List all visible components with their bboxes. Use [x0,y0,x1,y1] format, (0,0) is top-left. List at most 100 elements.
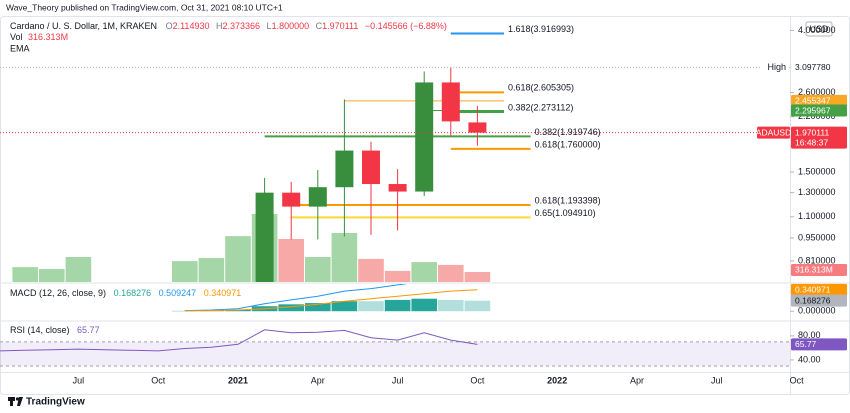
high-tag-text: 3.097780 [795,62,831,72]
level-label: 0.382(1.919746) [535,127,601,137]
macd-hist-bar [331,301,358,312]
signal-tag-text: 0.340971 [795,285,831,295]
logo-part [10,397,13,406]
volume-tag-box [791,263,847,276]
macd-title: MACD (12, 26, close, 9) [10,288,106,298]
ohlc-label: C [316,21,323,31]
x-tick-label: Oct [790,375,805,385]
macd-legend: MACD (12, 26, close, 9) 0.168276 0.50924… [10,288,241,298]
level-label: 1.618(3.916993) [508,24,574,34]
high-tag-box [791,61,847,74]
change: −0.145566 (−6.88%) [365,21,447,31]
y-tick-label: 0.950000 [798,232,836,242]
volume-bar [358,258,384,282]
macd-hist-bar [225,309,251,312]
rsi-band [0,341,790,366]
hist-tag-text: 0.168276 [795,295,831,305]
y-tick-label: 0.000000 [798,306,836,316]
level-label: 0.618(1.760000) [535,139,601,149]
x-tick-label: Jul [392,375,404,385]
ohlc-value: 2.373366 [222,21,260,31]
volume-bar [225,236,251,282]
last-price-box [791,126,847,149]
volume-bar [65,257,92,282]
high-label-box [761,61,789,74]
y-tick-label: 4.000000 [798,25,836,35]
rsi-line [0,329,478,352]
currency-box[interactable] [805,21,833,37]
countdown: 16:48:37 [795,137,828,147]
candle-body [335,150,354,188]
x-tick-label: 2021 [228,375,248,385]
rsi-legend: RSI (14, close) 65.77 [10,325,100,335]
rsi-title: RSI (14, close) [10,325,70,335]
symbol-tag: ADAUSD [756,127,791,137]
x-tick-label: Jul [73,375,85,385]
logo-part [15,397,20,401]
rsi-pane [0,329,790,367]
symbol-legend: Cardano / U. S. Dollar, 1M, KRAKEN O2.11… [10,21,447,31]
macd-hist-bar [358,301,384,312]
last-price: 1.970111 [795,127,829,137]
candle-body [282,192,301,207]
publisher: Wave_Theory published on TradingView.com… [6,2,283,12]
volume-bar [198,257,225,282]
rsi-tag-text: 65.77 [795,339,817,349]
macd-pane [172,284,491,312]
tradingview-logo [8,397,23,406]
x-tick-label: Apr [630,375,644,385]
macd-hist-bar [384,299,411,312]
volume-tag-text: 316.313M [795,265,833,275]
candle-body [468,122,487,133]
overlay: 1.618(3.916993) 0.618(2.605305) 0.382(2.27… [508,24,601,218]
y-tick-label: 40.00 [798,354,821,364]
ohlc-value: 1.970111 [322,21,358,31]
rsi-value: 65.77 [77,325,100,335]
y-tick-label: 0.810000 [798,255,836,265]
y-tick-label: 2.600000 [798,87,836,97]
volume-bar [278,238,304,282]
volume-legend: Vol 316.313M [10,32,68,42]
ohlc-value: 2.114930 [173,21,210,31]
price-axis: 4.0000002.6000002.2000001.8000001.500000… [756,25,847,364]
macd-line [184,284,408,312]
symbol: Cardano / U. S. Dollar, 1M, KRAKEN [10,21,157,31]
hist-tag: 0.168276 [791,294,847,307]
candle-body [308,187,327,207]
volume-bar [411,262,437,282]
y-tick-label: 1.100000 [798,211,836,221]
currency: USD [809,24,829,34]
candle-body [388,184,407,192]
level-tag-box [791,94,847,107]
candle-body [441,82,460,122]
ohlc-value: 1.800000 [272,21,310,31]
rsi-tag: 65.77 [791,338,847,351]
signal-tag-box [791,283,847,296]
x-tick-label: 2022 [547,375,567,385]
candle-body [362,150,380,185]
volume-bar [39,269,65,282]
x-tick-label: Oct [470,375,485,385]
y-tick-label: 1.500000 [798,166,836,176]
x-tick-label: Jul [711,375,723,385]
high-tag: 3.097780 [791,61,847,74]
volume-bar [12,267,38,282]
macd-value: 0.509247 [159,288,197,298]
volume-bar [438,264,464,282]
signal-tag: 0.340971 [791,283,847,296]
macd-hist-bar [305,303,331,312]
volume-tag: 316.313M [791,263,847,276]
level-tag: 2.455347 [791,94,847,107]
volume-value: 316.313M [28,32,68,42]
volume-bar [331,232,358,282]
level-label: 0.65(1.094910) [535,208,596,218]
brand: TradingView [26,397,85,408]
level-label: 0.618(1.193398) [535,195,601,205]
y-tick-label: 80.00 [798,330,821,340]
macd-hist-bar [278,304,304,312]
macd-signal-value: 0.340971 [204,288,242,298]
macd-hist-bar [464,300,491,312]
level-tag: 2.295967 [791,104,847,117]
hist-tag-box [791,294,847,307]
level-label: 0.618(2.605305) [508,83,574,93]
